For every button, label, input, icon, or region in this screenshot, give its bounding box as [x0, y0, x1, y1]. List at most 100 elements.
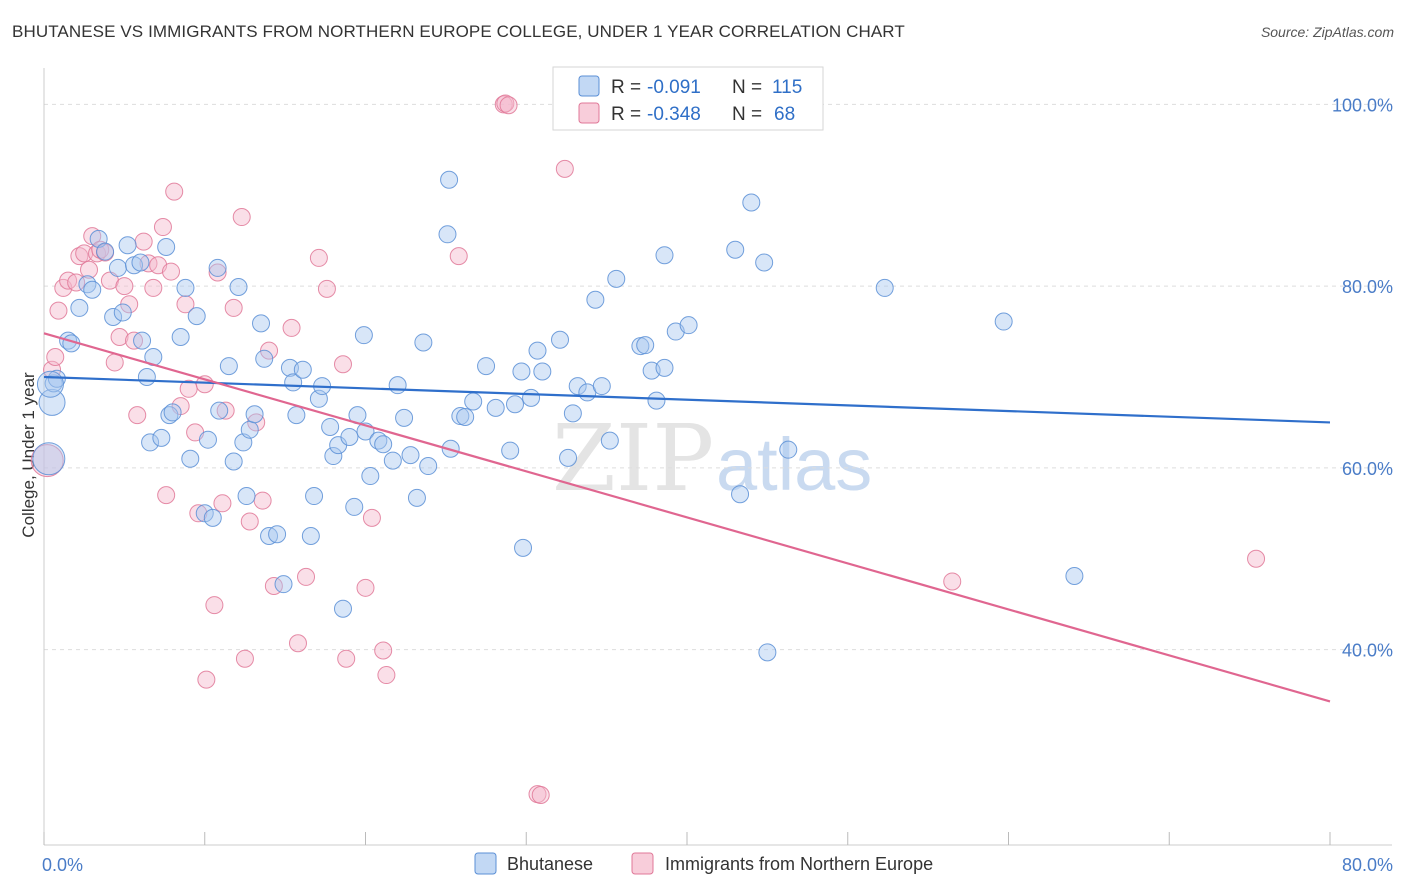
- data-point: [505, 395, 524, 414]
- legend-r-label-1: R =: [611, 77, 641, 98]
- y-tick-label: 80.0%: [1342, 277, 1393, 297]
- data-point: [333, 599, 352, 618]
- data-point: [340, 427, 359, 446]
- data-point: [559, 448, 578, 467]
- legend-n-value-2: 68: [774, 104, 795, 125]
- legend-r-value-2: -0.348: [647, 104, 701, 125]
- y-axis-label: College, Under 1 year: [19, 372, 38, 538]
- bottom-legend-label-bhutanese: Bhutanese: [507, 854, 593, 874]
- data-point: [647, 391, 666, 410]
- data-point: [157, 486, 176, 505]
- data-point: [237, 487, 256, 506]
- data-point: [268, 525, 287, 544]
- legend-r-value-1: -0.091: [647, 77, 701, 98]
- x-ticks: [43, 832, 1331, 845]
- data-point: [568, 377, 587, 396]
- data-point: [388, 376, 407, 395]
- data-point: [758, 643, 777, 662]
- legend-top: R = -0.091 N = 115 R = -0.348 N = 68: [552, 66, 824, 131]
- data-point: [83, 280, 102, 299]
- data-point: [133, 331, 152, 350]
- data-point: [171, 327, 190, 346]
- bottom-legend-swatch-bhutanese: [474, 852, 497, 875]
- data-point: [203, 508, 222, 527]
- data-point: [165, 182, 184, 201]
- data-point: [438, 225, 457, 244]
- data-point: [586, 290, 605, 309]
- data-point: [333, 355, 352, 374]
- data-point: [255, 349, 274, 368]
- data-point: [240, 420, 259, 439]
- data-point: [187, 307, 206, 326]
- series-immigrants-points: [30, 94, 1266, 805]
- data-point: [78, 275, 97, 294]
- data-point: [301, 527, 320, 546]
- data-point: [181, 449, 200, 468]
- legend-bottom: Bhutanese Immigrants from Northern Europ…: [474, 852, 933, 875]
- data-point: [108, 258, 127, 277]
- data-point: [592, 377, 611, 396]
- data-point: [253, 491, 272, 510]
- data-point: [943, 572, 962, 591]
- data-point: [512, 362, 531, 381]
- data-point: [152, 428, 171, 447]
- data-point: [36, 370, 64, 398]
- data-point: [208, 263, 227, 282]
- data-point: [80, 260, 99, 279]
- y-tick-labels: 40.0% 60.0% 80.0% 100.0%: [1332, 95, 1393, 660]
- data-point: [337, 649, 356, 668]
- data-point: [362, 508, 381, 527]
- y-tick-label: 100.0%: [1332, 95, 1393, 115]
- data-point: [317, 279, 336, 298]
- data-point: [531, 786, 550, 805]
- legend-r-label-2: R =: [611, 104, 641, 125]
- data-point: [240, 512, 259, 531]
- data-point: [134, 232, 153, 251]
- bottom-legend-swatch-immigrants: [631, 852, 654, 875]
- x-tick-label: 0.0%: [42, 855, 83, 875]
- data-point: [655, 246, 674, 265]
- legend-swatch-bhutanese: [578, 75, 600, 97]
- data-point: [345, 497, 364, 516]
- x-tick-label: 80.0%: [1342, 855, 1393, 875]
- data-point: [440, 170, 459, 189]
- data-point: [607, 269, 626, 288]
- data-point: [361, 467, 380, 486]
- data-point: [305, 487, 324, 506]
- data-point: [224, 298, 243, 317]
- data-point: [115, 277, 134, 296]
- data-point: [1247, 549, 1266, 568]
- data-point: [176, 278, 195, 297]
- data-point: [210, 401, 229, 420]
- data-point: [449, 247, 468, 266]
- data-point: [742, 193, 761, 212]
- trend-line-bhutanese: [43, 375, 1331, 424]
- data-point: [198, 430, 217, 449]
- data-point: [354, 326, 373, 345]
- data-point: [110, 327, 129, 346]
- data-point: [1065, 567, 1084, 586]
- legend-n-label-1: N =: [732, 77, 762, 98]
- data-point: [324, 447, 343, 466]
- watermark: ZIP atlas: [552, 405, 872, 512]
- data-point: [67, 273, 86, 292]
- data-point: [377, 666, 396, 685]
- data-point: [197, 670, 216, 689]
- bottom-legend-label-immigrants: Immigrants from Northern Europe: [665, 854, 933, 874]
- data-point: [213, 494, 232, 513]
- data-point: [282, 318, 301, 337]
- data-point: [528, 341, 547, 360]
- data-point: [395, 408, 414, 427]
- legend-n-value-1: 115: [772, 77, 802, 98]
- data-point: [131, 253, 150, 272]
- data-point: [369, 431, 388, 450]
- data-point: [163, 403, 182, 422]
- data-point: [401, 446, 420, 465]
- data-point: [160, 406, 179, 425]
- data-point: [464, 392, 483, 411]
- y-tick-label: 60.0%: [1342, 459, 1393, 479]
- legend-n-label-2: N =: [732, 104, 762, 125]
- data-point: [293, 360, 312, 379]
- chart-title: BHUTANESE VS IMMIGRANTS FROM NORTHERN EU…: [12, 22, 905, 41]
